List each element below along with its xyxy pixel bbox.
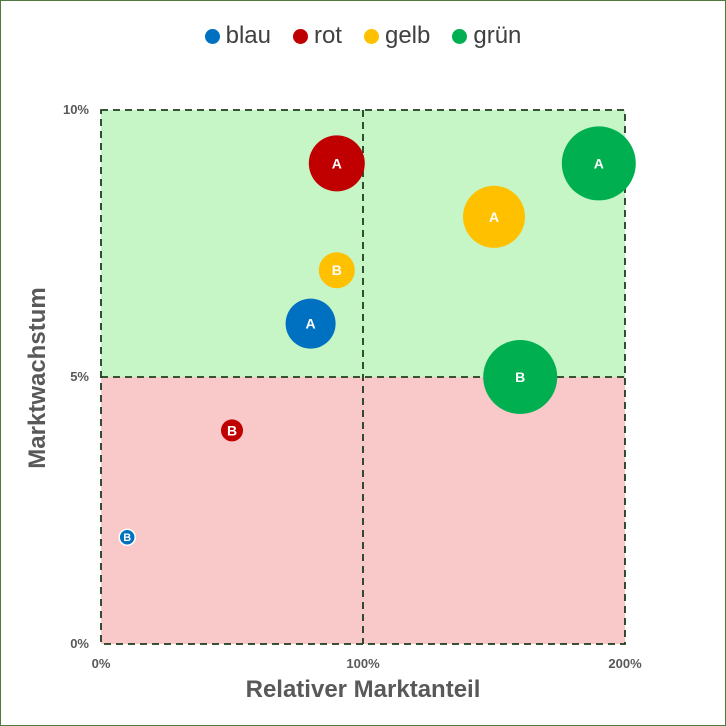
bubble-label-1-B: B: [227, 422, 237, 438]
bubble-label-2-B: B: [332, 262, 342, 278]
legend-item-blau: blau: [204, 22, 271, 50]
legend-item-gelb: gelb: [363, 22, 431, 50]
bubble-3-B: [483, 340, 558, 414]
bubbles: A B A B A B A B: [118, 126, 636, 546]
legend-label-blau: blau: [225, 22, 271, 49]
bubble-label-2-A: A: [489, 209, 499, 225]
bubble-3-A: [561, 126, 636, 201]
legend-label-rot: rot: [313, 22, 342, 49]
tick-labels: 0% 100% 200% 0% 5% 10%: [63, 102, 642, 671]
bubble-label-3-A: A: [594, 155, 604, 171]
x-axis-title: Relativer Marktanteil: [245, 676, 481, 703]
x-tick-label: 0%: [92, 656, 111, 671]
y-tick-label: 10%: [63, 102, 89, 117]
bubble-2-A: [463, 185, 525, 248]
bubble-1-A: [308, 135, 365, 192]
legend-marker-gelb: [363, 28, 379, 44]
legend-marker-rot: [292, 28, 308, 44]
legend-marker-blau: [204, 28, 220, 44]
bubble-label-0-A: A: [306, 316, 316, 332]
legend: blau rot gelb grün: [0, 22, 726, 50]
bubble-1-B: [221, 419, 243, 442]
y-tick-label: 5%: [70, 369, 89, 384]
legend-item-gruen: grün: [452, 22, 521, 50]
bubble-0-A: [285, 298, 336, 349]
y-axis-title: Marktwachstum: [24, 287, 51, 469]
bubble-0-B: [118, 528, 136, 546]
legend-label-gelb: gelb: [384, 22, 431, 49]
bubble-label-3-B: B: [515, 369, 525, 385]
legend-marker-gruen: [452, 28, 468, 44]
x-tick-label: 200%: [608, 656, 642, 671]
legend-item-rot: rot: [292, 22, 342, 50]
bubble-label-0-B: B: [123, 532, 131, 544]
bubble-2-B: [318, 252, 355, 289]
y-tick-label: 0%: [70, 636, 89, 651]
bubble-label-1-A: A: [332, 155, 342, 171]
legend-label-gruen: grün: [473, 22, 522, 49]
x-tick-label: 100%: [346, 656, 380, 671]
